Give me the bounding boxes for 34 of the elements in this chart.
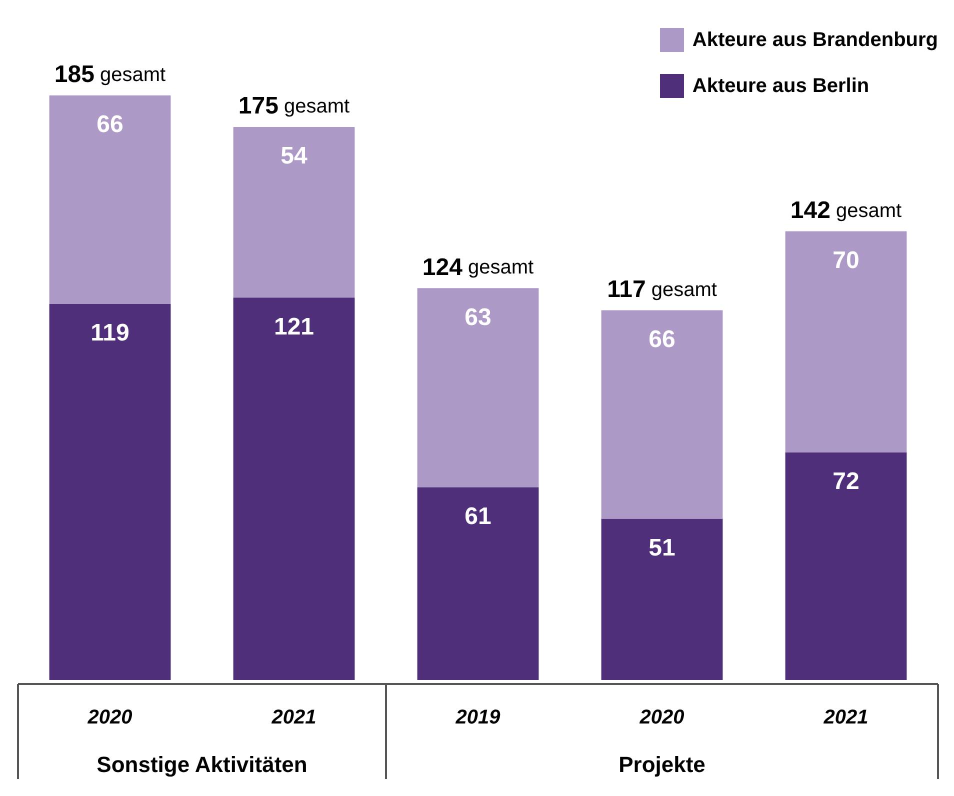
legend-label: Akteure aus Brandenburg xyxy=(692,28,938,52)
bar xyxy=(785,231,907,452)
data-label: 63 xyxy=(464,304,492,331)
x-tick-label: 2021 xyxy=(270,706,316,729)
data-label: 61 xyxy=(464,502,492,530)
total-label: 142 gesamt xyxy=(790,196,902,224)
data-label: 66 xyxy=(648,326,676,353)
bar xyxy=(601,310,723,519)
bar xyxy=(601,518,723,680)
bar xyxy=(785,452,907,680)
x-tick-label: 2020 xyxy=(86,706,132,729)
bar xyxy=(417,288,539,488)
bar xyxy=(49,95,171,304)
total-label: 175 gesamt xyxy=(238,92,350,120)
text: Sonstige Aktivitäten xyxy=(96,752,308,778)
data-label: 54 xyxy=(280,142,308,170)
data-label: 70 xyxy=(832,246,860,274)
data-label: 119 xyxy=(90,320,130,347)
total-label: 124 gesamt xyxy=(422,254,534,281)
x-tick-label: 2020 xyxy=(638,706,684,729)
bar xyxy=(233,298,355,680)
total-label: 117 gesamt xyxy=(607,276,718,303)
text: Projekte xyxy=(618,752,706,778)
data-label: 66 xyxy=(96,111,124,138)
x-tick-label: 2019 xyxy=(454,706,502,729)
data-label: 121 xyxy=(274,313,314,340)
data-label: 51 xyxy=(648,534,676,562)
bar xyxy=(233,127,355,298)
total-label: 185 gesamt xyxy=(54,61,166,88)
data-label: 72 xyxy=(832,468,860,496)
legend-label: Akteure aus Berlin xyxy=(692,74,870,98)
bar xyxy=(417,487,539,680)
x-tick-label: 2021 xyxy=(822,706,868,729)
bar xyxy=(49,304,171,680)
